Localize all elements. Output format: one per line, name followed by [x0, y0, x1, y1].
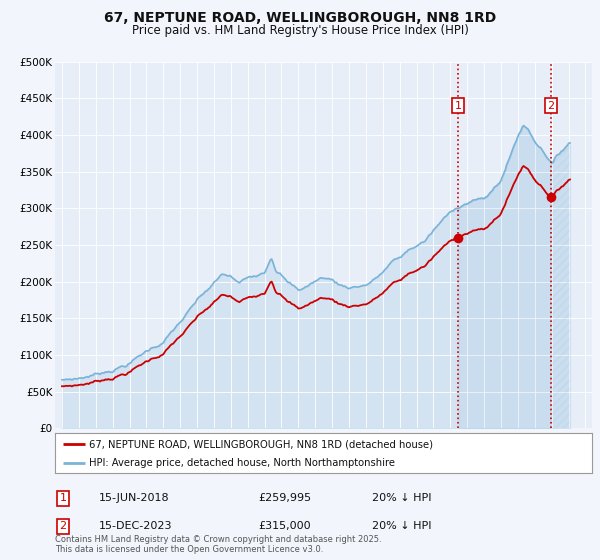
Text: £259,995: £259,995 — [258, 493, 311, 503]
Text: 15-JUN-2018: 15-JUN-2018 — [99, 493, 170, 503]
Text: HPI: Average price, detached house, North Northamptonshire: HPI: Average price, detached house, Nort… — [89, 458, 395, 468]
Text: Price paid vs. HM Land Registry's House Price Index (HPI): Price paid vs. HM Land Registry's House … — [131, 24, 469, 37]
Text: 2: 2 — [547, 101, 554, 111]
Text: 20% ↓ HPI: 20% ↓ HPI — [372, 521, 431, 531]
Text: 20% ↓ HPI: 20% ↓ HPI — [372, 493, 431, 503]
Text: £315,000: £315,000 — [258, 521, 311, 531]
Text: 1: 1 — [455, 101, 461, 111]
Text: 1: 1 — [59, 493, 67, 503]
Text: 2: 2 — [59, 521, 67, 531]
Text: 67, NEPTUNE ROAD, WELLINGBOROUGH, NN8 1RD (detached house): 67, NEPTUNE ROAD, WELLINGBOROUGH, NN8 1R… — [89, 439, 433, 449]
Text: Contains HM Land Registry data © Crown copyright and database right 2025.
This d: Contains HM Land Registry data © Crown c… — [55, 535, 382, 554]
Text: 15-DEC-2023: 15-DEC-2023 — [99, 521, 173, 531]
Text: 67, NEPTUNE ROAD, WELLINGBOROUGH, NN8 1RD: 67, NEPTUNE ROAD, WELLINGBOROUGH, NN8 1R… — [104, 11, 496, 25]
